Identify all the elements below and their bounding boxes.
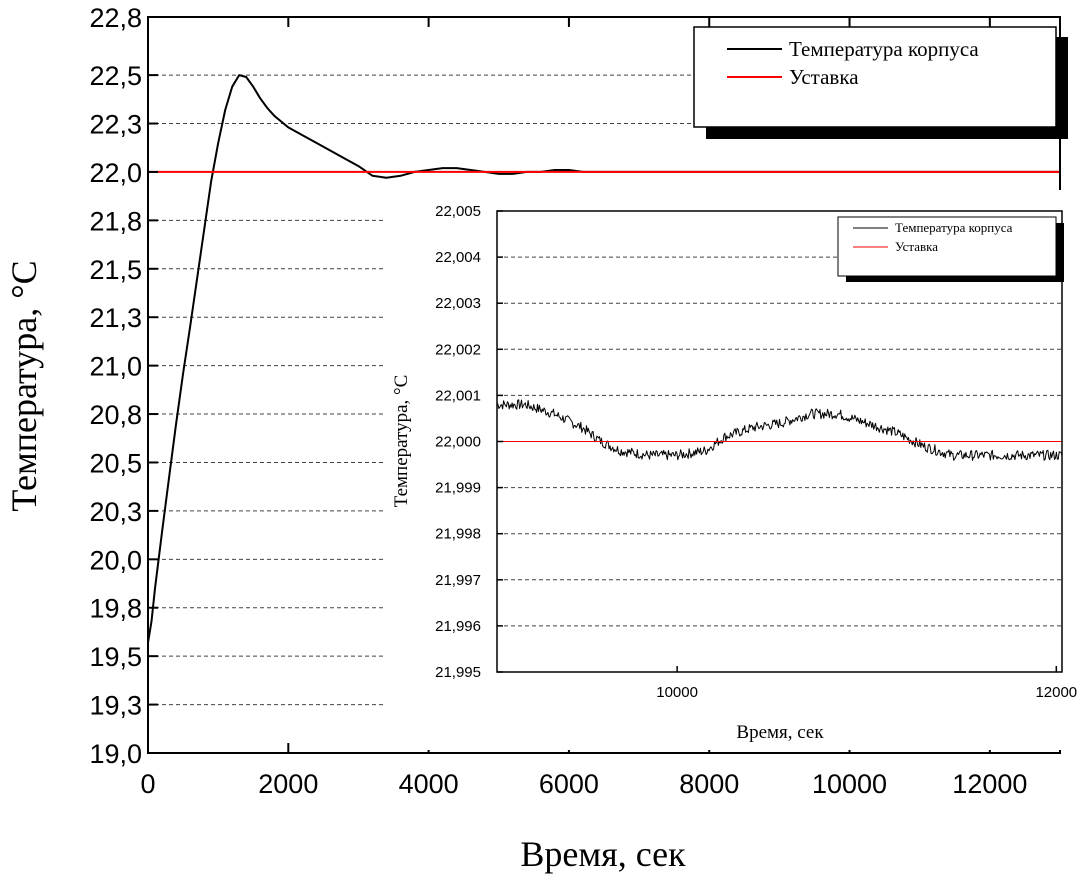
- main-x-tick-label: 2000: [258, 769, 318, 799]
- main-y-tick-label: 21,0: [89, 352, 142, 382]
- inset-y-tick-label: 21,997: [435, 572, 481, 589]
- main-x-tick-label: 8000: [679, 769, 739, 799]
- inset-y-tick-label: 22,002: [435, 341, 481, 358]
- inset-y-tick-label: 21,996: [435, 618, 481, 635]
- inset-axes: [496, 210, 1063, 673]
- main-y-tick-label: 21,5: [89, 255, 142, 285]
- main-y-tick-label: 19,5: [89, 642, 142, 672]
- main-y-tick-label: 20,3: [89, 497, 142, 527]
- inset-x-tick-label: 12000: [1035, 684, 1077, 701]
- main-y-tick-label: 20,5: [89, 448, 142, 478]
- inset-y-tick-label: 21,995: [435, 664, 481, 681]
- main-y-tick-label: 22,3: [89, 110, 142, 140]
- main-y-tick-label: 20,8: [89, 400, 142, 430]
- inset-y-tick-label: 21,998: [435, 526, 481, 543]
- inset-legend-label-setpoint: Уставка: [895, 239, 938, 254]
- main-y-tick-label: 19,8: [89, 594, 142, 624]
- main-x-axis-title: Время, сек: [520, 834, 686, 874]
- main-legend-label-temperature: Температура корпуса: [789, 37, 979, 61]
- inset-y-tick-label: 21,999: [435, 480, 481, 497]
- main-x-tick-label: 10000: [812, 769, 887, 799]
- inset-chart: 21,995 21,996 21,997 21,998 21,999 22,000 22,0…: [384, 190, 1077, 750]
- main-y-tick-label: 19,0: [89, 739, 142, 769]
- main-x-tick-label: 6000: [539, 769, 599, 799]
- inset-x-tick-label: 10000: [656, 684, 698, 701]
- main-legend: Температура корпуса Уставка: [693, 26, 1068, 139]
- inset-y-axis-title: Температура, °C: [391, 375, 412, 508]
- inset-background: [384, 190, 1074, 750]
- inset-tick-labels: 21,995 21,996 21,997 21,998 21,999 22,000 22,0…: [435, 203, 1077, 701]
- main-tick-labels: 19,0 19,3 19,5 19,8 20,0 20,3 20,5 20,8 21,0 21,3…: [89, 3, 1027, 799]
- main-y-tick-label: 19,3: [89, 691, 142, 721]
- main-y-tick-label: 22,8: [89, 3, 142, 33]
- inset-plot-area: [496, 399, 1063, 461]
- main-y-tick-label: 22,5: [89, 61, 142, 91]
- inset-legend-label-temperature: Температура корпуса: [895, 220, 1013, 235]
- main-y-tick-label: 21,3: [89, 303, 142, 333]
- inset-x-axis-title: Время, сек: [736, 722, 824, 743]
- inset-y-tick-label: 22,004: [435, 249, 481, 266]
- inset-grid: [497, 256, 1062, 627]
- main-y-tick-label: 20,0: [89, 545, 142, 575]
- main-y-tick-label: 22,0: [89, 158, 142, 188]
- inset-legend: Температура корпуса Уставка: [837, 216, 1064, 282]
- inset-y-tick-label: 22,001: [435, 387, 481, 404]
- inset-y-tick-label: 22,003: [435, 295, 481, 312]
- main-x-tick-label: 12000: [952, 769, 1027, 799]
- main-plot-area: [147, 74, 1060, 643]
- inset-y-tick-label: 22,005: [435, 203, 481, 220]
- main-y-tick-label: 21,8: [89, 206, 142, 236]
- main-y-axis-title: Температура, °C: [4, 260, 44, 511]
- main-x-tick-label: 0: [140, 769, 155, 799]
- inset-y-tick-label: 22,000: [435, 434, 481, 451]
- main-x-tick-label: 4000: [399, 769, 459, 799]
- main-legend-label-setpoint: Уставка: [789, 65, 859, 89]
- inset-series-temperature: [496, 399, 1063, 461]
